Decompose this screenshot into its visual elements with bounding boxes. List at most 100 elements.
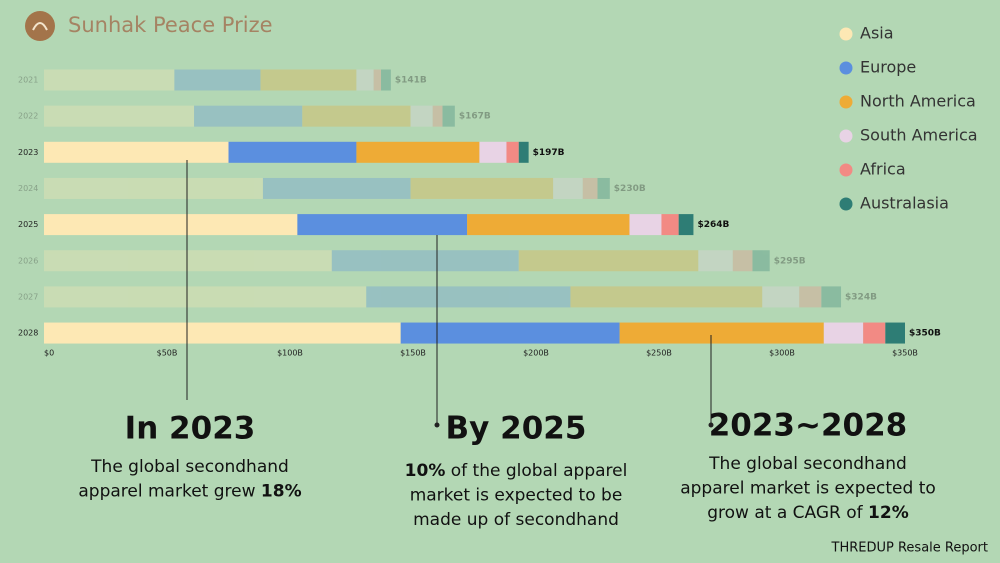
bar-segment — [570, 286, 763, 308]
bar-segment — [732, 250, 753, 272]
bar-segment — [356, 69, 374, 91]
callout-run: 18% — [261, 482, 302, 502]
callout-run: The global secondhand — [708, 454, 907, 474]
bar-segment — [331, 250, 519, 272]
x-tick-label: $300B — [769, 349, 795, 358]
bar-segment — [823, 322, 864, 344]
bar-segment — [479, 141, 507, 163]
bar-segment — [44, 69, 175, 91]
bar-row: 2021 $141B — [18, 69, 427, 91]
x-tick-label: $350B — [892, 349, 918, 358]
callout-run: grow at a CAGR of — [707, 503, 868, 523]
brand-name: Sunhak Peace Prize — [68, 13, 273, 37]
bar-segment — [863, 322, 886, 344]
total-label: $230B — [614, 184, 646, 194]
bar-segment — [44, 286, 367, 308]
brand-logo-mark — [32, 22, 48, 31]
callout-run: made up of secondhand — [413, 510, 619, 530]
brand-logo — [25, 11, 55, 41]
callout-title: 2023~2028 — [709, 408, 908, 444]
bar-segment — [302, 105, 411, 127]
bar-row: 2024 $230B — [18, 177, 646, 199]
bar-segment — [506, 141, 519, 163]
callout-line: apparel market grew 18% — [78, 482, 301, 502]
legend-swatch — [839, 163, 853, 177]
bar-segment — [582, 177, 598, 199]
bar-segment — [821, 286, 842, 308]
bar-segment — [619, 322, 824, 344]
x-tick-label: $0 — [44, 349, 54, 358]
bar-segment — [432, 105, 443, 127]
bar-row: 2022 $167B — [18, 105, 491, 127]
bar-segment — [752, 250, 770, 272]
bar-segment — [410, 105, 433, 127]
callout-line: The global secondhand — [708, 454, 907, 474]
bar-segment — [44, 250, 332, 272]
legend-label: North America — [860, 92, 976, 111]
callout-dot — [708, 422, 714, 428]
bar-row: 2025 $264B — [18, 214, 729, 236]
callout-line: market is expected to be — [410, 486, 623, 506]
callout-line: The global secondhand — [90, 457, 289, 477]
legend-swatch — [839, 197, 853, 211]
bar-segment — [228, 141, 357, 163]
bar-segment — [442, 105, 455, 127]
bar-segment — [260, 69, 357, 91]
bar-segment — [467, 214, 630, 236]
bar-row: 2027 $324B — [18, 286, 877, 308]
bar-segment — [174, 69, 261, 91]
bar-segment — [400, 322, 620, 344]
y-tick-label: 2021 — [18, 76, 38, 85]
bar-segment — [518, 141, 529, 163]
bar-segment — [44, 105, 195, 127]
y-tick-label: 2028 — [18, 329, 38, 338]
callout-run: 10% — [405, 461, 446, 481]
bar-segment — [762, 286, 800, 308]
bar-segment — [356, 141, 480, 163]
total-label: $324B — [845, 292, 877, 302]
bar-segment — [597, 177, 610, 199]
bar-segment — [44, 177, 263, 199]
legend-label: Africa — [860, 160, 906, 179]
legend-label: Asia — [860, 24, 894, 43]
callout-line: apparel market is expected to — [680, 479, 936, 499]
bar-segment — [518, 250, 699, 272]
callout-run: of the global apparel — [445, 461, 627, 481]
legend-label: South America — [860, 126, 978, 145]
x-tick-label: $100B — [277, 349, 303, 358]
legend-swatch — [839, 27, 853, 41]
legend-label: Australasia — [860, 194, 949, 213]
bar-row: 2026 $295B — [18, 250, 806, 272]
bar-segment — [297, 214, 468, 236]
bar-segment — [661, 214, 679, 236]
total-label: $350B — [909, 329, 941, 339]
legend-swatch — [839, 129, 853, 143]
y-tick-label: 2026 — [18, 256, 38, 265]
y-tick-label: 2024 — [18, 184, 38, 193]
x-tick-label: $200B — [523, 349, 549, 358]
x-tick-label: $150B — [400, 349, 426, 358]
bar-segment — [262, 177, 411, 199]
total-label: $167B — [459, 112, 491, 122]
callout-title: In 2023 — [125, 411, 256, 447]
callout-line: grow at a CAGR of 12% — [707, 503, 909, 523]
bar-segment — [44, 214, 298, 236]
bar-segment — [381, 69, 391, 91]
bar-segment — [44, 141, 229, 163]
y-tick-label: 2023 — [18, 148, 38, 157]
legend-label: Europe — [860, 58, 916, 77]
total-label: $141B — [395, 76, 427, 86]
y-tick-label: 2027 — [18, 292, 38, 301]
callout-run: apparel market grew — [78, 482, 261, 502]
total-label: $264B — [697, 220, 729, 230]
callout-title: By 2025 — [446, 411, 587, 447]
callout-run: The global secondhand — [90, 457, 289, 477]
bar-row: 2028 $350B — [18, 322, 941, 344]
legend-swatch — [839, 61, 853, 75]
bar-segment — [629, 214, 662, 236]
x-tick-label: $250B — [646, 349, 672, 358]
bar-segment — [678, 214, 694, 236]
bar-segment — [698, 250, 733, 272]
callout-dot — [434, 422, 440, 428]
